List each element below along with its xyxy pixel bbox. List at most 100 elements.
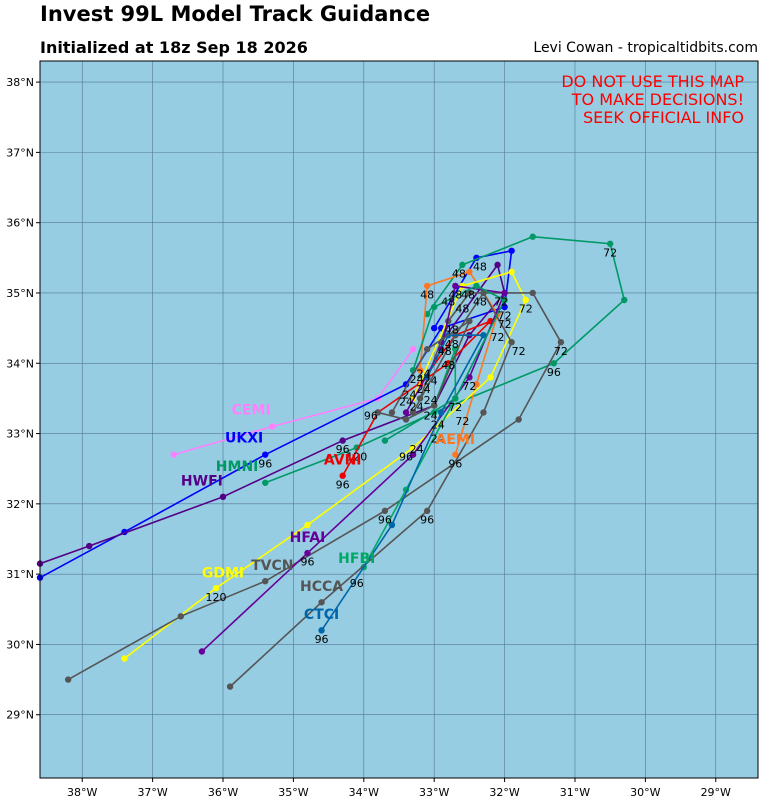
track-point: [466, 374, 473, 381]
track-point: [409, 346, 417, 353]
x-tick-label: 34°W: [349, 786, 379, 799]
track-point: [212, 585, 220, 592]
track-point: [529, 289, 536, 297]
model-label-ukxi: UKXI: [225, 431, 263, 447]
forecast-hour-label: 48: [438, 345, 452, 358]
forecast-hour-label: 96: [350, 577, 364, 590]
track-point: [402, 409, 410, 416]
chart-credit: Levi Cowan - tropicaltidbits.com: [533, 40, 758, 56]
y-tick-label: 30°N: [6, 638, 34, 651]
x-tick-label: 35°W: [278, 786, 308, 799]
track-point: [381, 437, 389, 444]
y-tick-label: 37°N: [6, 146, 34, 159]
forecast-hour-label: 96: [336, 478, 350, 491]
track-point: [501, 296, 508, 304]
track-point: [416, 367, 424, 374]
track-point: [508, 338, 515, 346]
track-point: [423, 507, 431, 515]
y-tick-label: 34°N: [6, 357, 34, 370]
forecast-hour-label: 48: [441, 359, 455, 372]
forecast-hour-label: 96: [399, 450, 413, 463]
track-line: [377, 318, 472, 421]
track-point: [219, 493, 227, 501]
x-tick-label: 29°W: [701, 786, 731, 799]
track-unlabeled: [374, 317, 473, 423]
track-point: [466, 268, 473, 276]
track-point: [409, 444, 417, 451]
track-point: [269, 423, 276, 430]
track-point: [388, 409, 396, 416]
track-point: [198, 648, 206, 655]
forecast-hour-label: 48: [445, 324, 459, 337]
track-point: [374, 409, 382, 416]
forecast-hour-label: 72: [498, 318, 512, 331]
track-point: [606, 240, 614, 247]
track-point: [508, 247, 515, 254]
forecast-hour-label: 24: [431, 433, 445, 446]
x-tick-label: 38°W: [67, 786, 97, 799]
track-point: [501, 289, 508, 297]
track-point: [430, 303, 438, 311]
track-cemi: [170, 346, 417, 458]
forecast-hour-label: 24: [410, 373, 424, 386]
warning-line: SEEK OFFICIAL INFO: [583, 108, 744, 127]
forecast-hour-label: 96: [378, 514, 392, 527]
y-tick-label: 29°N: [6, 709, 34, 722]
forecast-hour-label: 72: [491, 331, 505, 344]
y-tick-label: 38°N: [6, 76, 34, 89]
model-label-hcca: HCCA: [300, 579, 343, 595]
track-point: [480, 331, 487, 339]
track-point: [480, 409, 487, 416]
forecast-hour-label: 96: [336, 443, 350, 456]
model-label-tvcn: TVCN: [251, 558, 293, 574]
model-label-gdmi: GDMI: [202, 566, 244, 582]
x-tick-label: 31°W: [560, 786, 590, 799]
track-point: [459, 261, 466, 269]
forecast-hour-label: 24: [399, 395, 413, 408]
forecast-hour-label: 48: [473, 296, 487, 309]
forecast-hour-label: 96: [448, 457, 462, 470]
track-line: [320, 334, 485, 631]
model-label-hfbi: HFBI: [338, 551, 375, 567]
track-point: [473, 282, 480, 290]
track-point: [452, 282, 459, 290]
forecast-hour-label: 24: [424, 410, 438, 423]
track-point: [480, 289, 487, 297]
forecast-hour-label: 72: [554, 345, 568, 358]
track-point: [515, 416, 522, 423]
track-point: [557, 338, 565, 346]
forecast-hour-label: 48: [473, 260, 487, 273]
y-tick-label: 33°N: [6, 428, 34, 441]
forecast-hour-label: 96: [315, 633, 329, 646]
map-frame: [39, 60, 759, 779]
y-tick-label: 31°N: [6, 568, 34, 581]
forecast-hour-label: 72: [494, 296, 508, 309]
track-point: [423, 282, 431, 290]
track-line: [341, 320, 492, 477]
track-point: [388, 521, 396, 529]
forecast-hour-label: 96: [258, 457, 272, 470]
track-point: [86, 542, 93, 550]
track-point: [64, 676, 72, 683]
track-line: [173, 348, 414, 456]
track-point: [452, 395, 459, 402]
track-point: [402, 416, 410, 423]
forecast-hour-label: 120: [205, 591, 226, 604]
forecast-hour-label: 24: [417, 367, 431, 380]
forecast-hour-label: 48: [420, 289, 434, 302]
track-point: [226, 683, 234, 690]
x-tick-label: 32°W: [489, 786, 519, 799]
track-point: [438, 409, 445, 416]
track-unlabeled: [381, 282, 508, 444]
chart-title: Invest 99L Model Track Guidance: [40, 2, 431, 26]
forecast-hour-label: 72: [448, 401, 462, 414]
model-label-hwfi: HWFI: [181, 474, 223, 490]
forecast-hour-label: 96: [364, 410, 378, 423]
model-label-hfai: HFAI: [290, 530, 326, 546]
track-point: [262, 451, 269, 458]
track-point: [466, 317, 473, 325]
track-point: [522, 296, 529, 304]
